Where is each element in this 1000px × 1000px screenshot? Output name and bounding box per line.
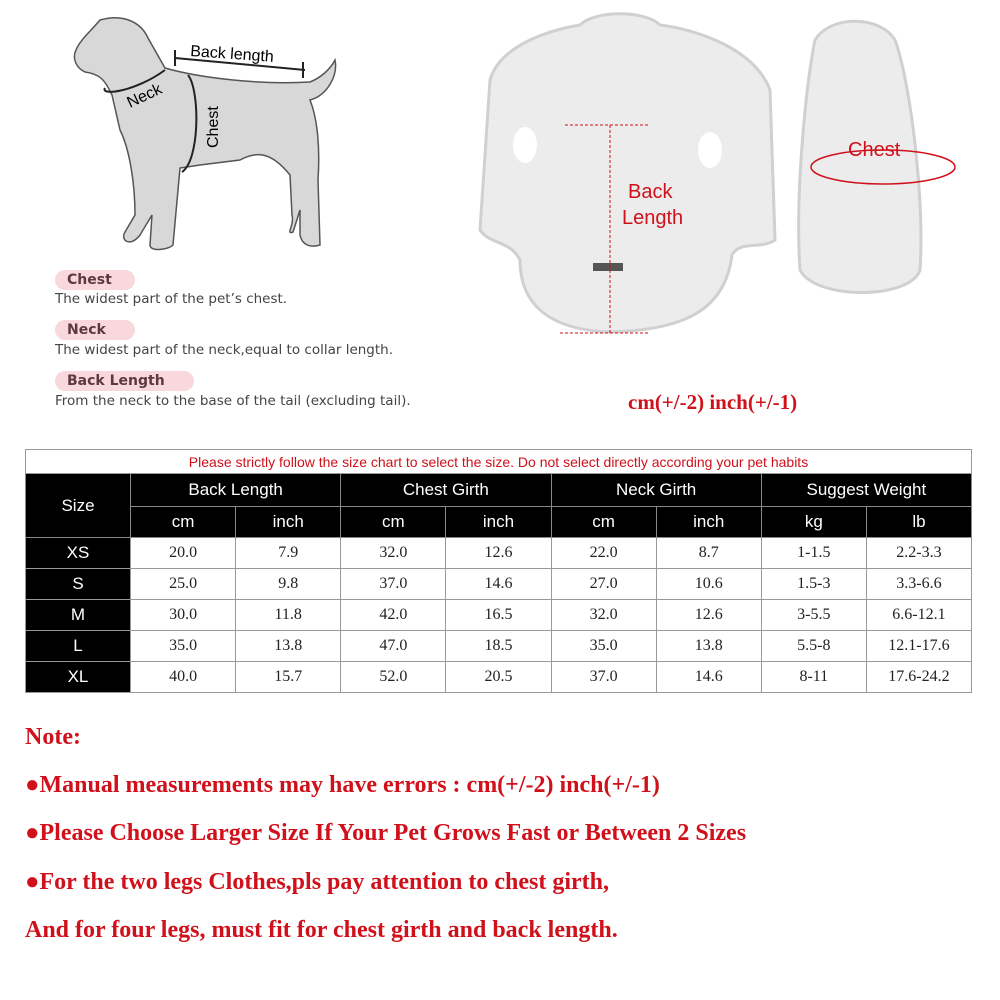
value-cell: 3.3-6.6: [865, 568, 973, 600]
value-cell: 3-5.5: [760, 599, 867, 631]
value-cell: 16.5: [445, 599, 552, 631]
back-length-photo-label-2: Length: [622, 207, 683, 229]
value-cell: 9.8: [235, 568, 342, 600]
chest-arrow: [181, 74, 198, 173]
value-cell: 6.6-12.1: [865, 599, 973, 631]
unit-header: cm: [340, 506, 447, 538]
value-cell: 8.7: [655, 537, 762, 569]
size-table: Please strictly follow the size chart to…: [25, 449, 973, 693]
dog-measurement-diagram: Back length Neck Chest: [73, 17, 337, 251]
unit-header: kg: [760, 506, 867, 538]
back-length-label: Back length: [190, 43, 275, 66]
value-cell: 11.8: [235, 599, 342, 631]
unit-header: inch: [445, 506, 552, 538]
tolerance-text: cm(+/-2) inch(+/-1): [628, 390, 798, 414]
value-cell: 5.5-8: [760, 630, 867, 662]
value-cell: 12.1-17.6: [865, 630, 973, 662]
value-cell: 27.0: [550, 568, 657, 600]
value-cell: 1.5-3: [760, 568, 867, 600]
unit-header: cm: [550, 506, 657, 538]
back-length-term-badge: Back Length: [55, 371, 194, 391]
note-line: ●For the two legs Clothes,pls pay attent…: [25, 869, 610, 895]
unit-header: inch: [235, 506, 342, 538]
value-cell: 37.0: [550, 661, 657, 693]
group-header: Chest Girth: [340, 473, 552, 507]
value-cell: 32.0: [340, 537, 447, 569]
chest-measure-ellipse: [810, 149, 956, 185]
product-photos: Back Length Chest: [478, 12, 956, 334]
jacket-side-view: [797, 19, 923, 294]
neck-definition: The widest part of the neck,equal to col…: [55, 342, 394, 358]
group-header: Back Length: [129, 473, 342, 507]
note-title: Note:: [25, 724, 81, 750]
back-length-definition: From the neck to the base of the tail (e…: [55, 393, 411, 409]
size-cell: M: [25, 599, 131, 631]
back-length-photo-label: Back: [628, 181, 673, 203]
jacket-tag: [593, 263, 623, 271]
chest-photo-label: Chest: [848, 139, 901, 161]
value-cell: 10.6: [655, 568, 762, 600]
value-cell: 37.0: [340, 568, 447, 600]
value-cell: 32.0: [550, 599, 657, 631]
table-row: XL 40.0 15.7 52.0 20.5 37.0 14.6 8-11 17.6-24.2: [25, 661, 973, 693]
value-cell: 18.5: [445, 630, 552, 662]
value-cell: 52.0: [340, 661, 447, 693]
jacket-back-view: [478, 12, 777, 334]
value-cell: 2.2-3.3: [865, 537, 973, 569]
size-cell: S: [25, 568, 131, 600]
value-cell: 25.0: [129, 568, 237, 600]
table-row: S 25.0 9.8 37.0 14.6 27.0 10.6 1.5-3 3.3-6.6: [25, 568, 973, 600]
value-cell: 14.6: [445, 568, 552, 600]
table-row: L 35.0 13.8 47.0 18.5 35.0 13.8 5.5-8 12.1-17.6: [25, 630, 973, 662]
value-cell: 7.9: [235, 537, 342, 569]
value-cell: 15.7: [235, 661, 342, 693]
size-cell: L: [25, 630, 131, 662]
value-cell: 47.0: [340, 630, 447, 662]
value-cell: 13.8: [655, 630, 762, 662]
size-cell: XS: [25, 537, 131, 569]
value-cell: 35.0: [129, 630, 237, 662]
group-header: Suggest Weight: [760, 473, 973, 507]
value-cell: 22.0: [550, 537, 657, 569]
value-cell: 17.6-24.2: [865, 661, 973, 693]
note-line: And for four legs, must fit for chest gi…: [25, 917, 618, 943]
dog-silhouette: [73, 17, 337, 251]
value-cell: 40.0: [129, 661, 237, 693]
value-cell: 14.6: [655, 661, 762, 693]
back-length-line: [174, 57, 306, 71]
note-line: ●Please Choose Larger Size If Your Pet G…: [25, 820, 747, 846]
unit-header: inch: [655, 506, 762, 538]
group-header: Neck Girth: [550, 473, 762, 507]
value-cell: 42.0: [340, 599, 447, 631]
value-cell: 12.6: [655, 599, 762, 631]
neck-term-badge: Neck: [55, 320, 135, 340]
value-cell: 20.0: [129, 537, 237, 569]
value-cell: 35.0: [550, 630, 657, 662]
table-row: M 30.0 11.8 42.0 16.5 32.0 12.6 3-5.5 6.6-12.1: [25, 599, 973, 631]
unit-header: lb: [865, 506, 973, 538]
table-row: XS 20.0 7.9 32.0 12.6 22.0 8.7 1-1.5 2.2-3.3: [25, 537, 973, 569]
unit-header: cm: [129, 506, 237, 538]
value-cell: 1-1.5: [760, 537, 867, 569]
note-line: ●Manual measurements may have errors : c…: [25, 772, 660, 798]
size-warning: Please strictly follow the size chart to…: [25, 449, 972, 474]
chest-definition: The widest part of the pet’s chest.: [55, 291, 288, 307]
value-cell: 12.6: [445, 537, 552, 569]
value-cell: 8-11: [760, 661, 867, 693]
value-cell: 20.5: [445, 661, 552, 693]
value-cell: 30.0: [129, 599, 237, 631]
size-cell: XL: [25, 661, 131, 693]
value-cell: 13.8: [235, 630, 342, 662]
neck-arrow: [103, 69, 166, 93]
chest-label: Chest: [205, 106, 222, 148]
size-header: Size: [25, 473, 131, 538]
chest-term-badge: Chest: [55, 270, 135, 290]
